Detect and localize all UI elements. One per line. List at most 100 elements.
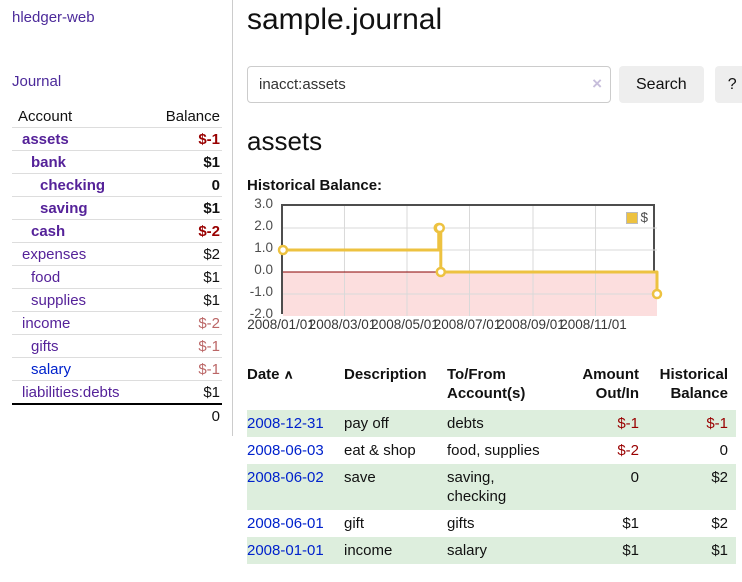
accounts-column-header: To/From Account(s) [447,366,526,402]
account-row: saving $1 [12,196,222,220]
search-button[interactable]: Search [619,66,704,103]
y-axis-tick-label: 3.0 [254,196,273,211]
app-title-link[interactable]: hledger-web [12,9,95,26]
legend-swatch-icon [626,211,639,224]
transaction-amount: $1 [622,542,639,559]
legend-label: $ [640,210,648,225]
account-row: liabilities:debts $1 [12,380,222,404]
sidebar-item-journal[interactable]: Journal [12,73,62,90]
clear-search-icon[interactable]: × [592,74,602,93]
account-link-cash[interactable]: cash [31,222,66,240]
account-row: bank $1 [12,150,222,174]
account-balance: $-2 [145,219,222,243]
transaction-date-link[interactable]: 2008-06-02 [247,469,324,486]
transaction-date-link[interactable]: 2008-06-03 [247,442,324,459]
transaction-accounts: debts [447,415,484,432]
transaction-description: save [344,469,376,486]
transaction-date-link[interactable]: 2008-01-01 [247,542,324,559]
transaction-description: income [344,542,393,559]
description-column-header: Description [344,366,427,383]
y-axis-tick-label: -2.0 [249,306,273,321]
transaction-balance: $-1 [706,415,728,432]
chart-legend: $ [626,210,648,225]
sidebar: hledger-web Journal Account Balance asse… [0,0,233,436]
account-balance: $-2 [145,311,222,335]
x-axis-tick-label: 2008/05/01 [371,317,439,332]
transaction-date-link[interactable]: 2008-06-01 [247,515,324,532]
account-row: expenses $2 [12,242,222,266]
search-box: × [247,66,611,103]
account-row: food $1 [12,265,222,289]
historical-balance-chart: 3.0 2.0 1.0 0.0 -1.0 -2.0 $ 2008/01/01 2008/03… [247,196,663,335]
transactions-header-row: Date ∧ Description To/From Account(s) Amo… [247,361,736,410]
y-axis-tick-label: -1.0 [249,284,273,299]
transaction-description: gift [344,515,365,532]
account-link-income[interactable]: income [22,314,71,332]
transaction-balance: $1 [711,542,728,559]
x-axis-tick-label: 2008/09/01 [497,317,565,332]
account-row: checking 0 [12,173,222,197]
transaction-accounts: food, supplies [447,442,540,459]
transaction-description: eat & shop [344,442,416,459]
account-link-expenses[interactable]: expenses [22,245,87,263]
date-column-header[interactable]: Date ∧ [247,366,294,383]
account-link-food[interactable]: food [31,268,61,286]
account-link-bank[interactable]: bank [31,153,67,171]
balance-column-header: Historical Balance [659,366,728,402]
account-link-liabilities-debts[interactable]: liabilities:debts [22,383,120,401]
transaction-accounts: gifts [447,515,475,532]
chart-canvas [277,206,663,316]
transaction-amount: $1 [622,515,639,532]
account-link-salary[interactable]: salary [31,360,72,378]
transaction-balance: 0 [719,442,728,459]
transaction-row: 2008-06-03 eat & shop food, supplies $-2… [247,437,736,464]
account-balance: $-1 [145,334,222,358]
account-link-saving[interactable]: saving [40,199,88,217]
y-axis-labels: 3.0 2.0 1.0 0.0 -1.0 -2.0 [245,196,275,321]
transaction-date-link[interactable]: 2008-12-31 [247,415,324,432]
transaction-accounts: salary [447,542,488,559]
transaction-row: 2008-06-01 gift gifts $1 $2 [247,510,736,537]
transaction-row: 2008-12-31 pay off debts $-1 $-1 [247,410,736,437]
account-balance: $-1 [145,127,222,151]
amount-column-header: Amount Out/In [582,366,639,402]
x-axis-tick-label: 2008/07/01 [433,317,502,332]
main-content: sample.journal × Search ? assets Histori… [233,0,742,582]
y-axis-tick-label: 2.0 [254,218,273,233]
account-link-checking[interactable]: checking [40,176,106,194]
transaction-amount: $-1 [617,415,639,432]
accounts-total-value: 0 [145,403,222,427]
account-link-supplies[interactable]: supplies [31,291,87,309]
accounts-balance-table: Account Balance assets $-1 bank $1 check… [12,105,222,427]
chart-title: Historical Balance: [247,177,383,194]
account-balance: $1 [145,288,222,312]
account-balance: $1 [145,150,222,174]
search-form: × Search ? [247,66,742,103]
sort-ascending-icon: ∧ [283,367,294,381]
account-row: gifts $-1 [12,334,222,358]
transaction-amount: $-2 [617,442,639,459]
account-balance: $-1 [145,357,222,381]
transaction-balance: $2 [711,469,728,486]
account-balance: $2 [145,242,222,266]
x-axis-tick-label: 2008/11/01 [560,317,627,332]
account-row: cash $-2 [12,219,222,243]
account-link-assets[interactable]: assets [22,130,69,148]
chart-plot-area[interactable]: $ [277,204,663,316]
account-balance: $1 [145,265,222,289]
account-row: salary $-1 [12,357,222,381]
account-heading: assets [247,126,323,156]
transaction-accounts: saving, checking [447,469,507,505]
account-balance: 0 [145,173,222,197]
search-input[interactable] [247,66,611,103]
transaction-description: pay off [344,415,389,432]
y-axis-tick-label: 1.0 [254,240,273,255]
x-axis-labels: 2008/01/01 2008/03/01 2008/05/01 2008/07/01… [247,317,655,335]
x-axis-tick-label: 2008/03/01 [308,317,377,332]
account-row: supplies $1 [12,288,222,312]
account-link-gifts[interactable]: gifts [31,337,59,355]
help-button[interactable]: ? [714,66,742,103]
account-row: income $-2 [12,311,222,335]
accounts-table-header: Account Balance [12,105,222,128]
transaction-balance: $2 [711,515,728,532]
